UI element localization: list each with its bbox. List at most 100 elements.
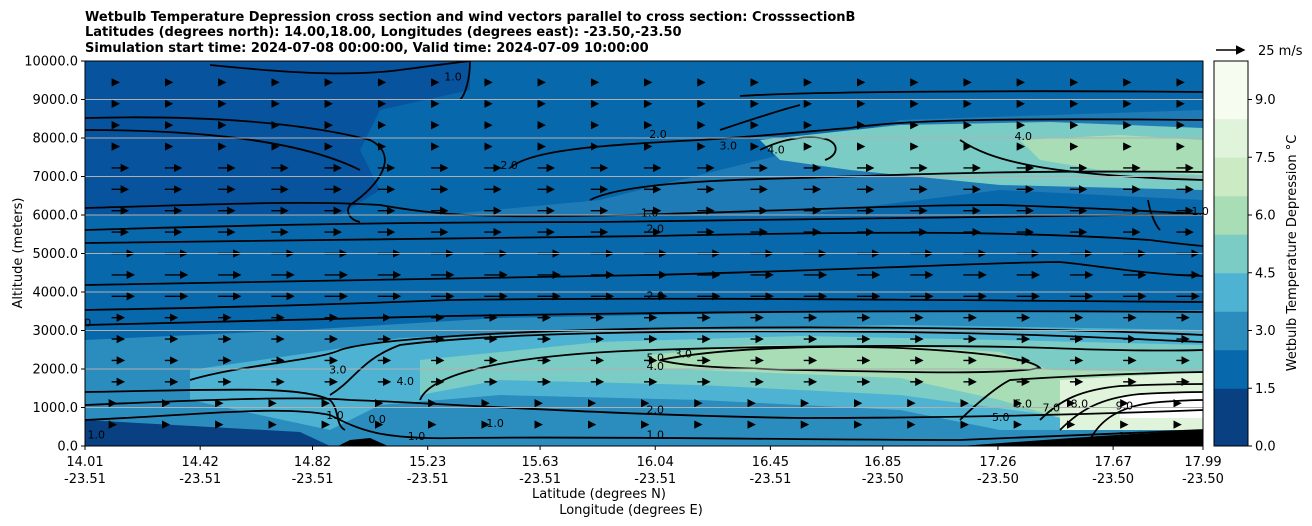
- contour-label: 9.0: [1116, 399, 1134, 412]
- y-tick-label: 3000.0: [33, 324, 79, 339]
- black-surface-feature: [338, 438, 388, 446]
- contour-label: 0: [84, 317, 91, 330]
- contour-label: 2.0: [646, 289, 664, 302]
- colorbar-segment: [1214, 61, 1248, 81]
- colorbar-segment: [1214, 138, 1248, 158]
- colorbar-segment: [1214, 311, 1248, 331]
- y-tick-label: 10000.0: [24, 55, 78, 70]
- contour-label: 2.0: [649, 128, 667, 141]
- contour-label: 0.0: [368, 413, 386, 426]
- colorbar-segment: [1214, 157, 1248, 177]
- contour-label: 3.0: [720, 140, 738, 153]
- x-tick-label-lon: -23.51: [179, 472, 221, 487]
- contour-line: [459, 61, 471, 101]
- x-tick-label-lon: -23.51: [749, 472, 791, 487]
- x-tick-label-lat: 14.01: [66, 455, 103, 470]
- x-tick-label-lat: 16.85: [864, 455, 901, 470]
- contour-label: 1.0: [641, 207, 659, 220]
- colorbar-segment: [1214, 388, 1248, 408]
- colorbar-tick-label: 4.5: [1255, 266, 1276, 281]
- chart-title-line-2: Latitudes (degrees north): 14.00,18.00, …: [85, 25, 682, 40]
- contour-label: 2.0: [500, 159, 518, 172]
- y-tick-label: 4000.0: [33, 286, 79, 301]
- contour-line: [329, 330, 1203, 396]
- contour-line: [1089, 399, 1203, 441]
- colorbar-segment: [1214, 99, 1248, 120]
- y-tick-label: 0.0: [57, 440, 78, 455]
- contour-label: 5.0: [646, 351, 664, 364]
- colorbar-segment: [1214, 330, 1248, 351]
- contour-label: 5.0: [992, 411, 1010, 424]
- contour-label: 4.0: [646, 360, 664, 373]
- y-tick-label: 7000.0: [33, 170, 79, 185]
- contour-label: 1.0: [646, 428, 664, 441]
- quiver-key: 25 m/s: [1216, 44, 1303, 59]
- x-tick-label-lon: -23.50: [1092, 472, 1134, 487]
- contour-label: 1.0: [1191, 205, 1209, 218]
- contour-line: [1059, 391, 1203, 431]
- contour-label: 4.0: [1014, 130, 1032, 143]
- colorbar-segment: [1214, 253, 1248, 274]
- colorbar-segment: [1214, 369, 1248, 389]
- contour-line: [85, 310, 1203, 326]
- contour-label: 1.0: [444, 70, 462, 83]
- x-tick-label-lat: 14.42: [182, 455, 219, 470]
- x-axis-label: Latitude (degrees N): [532, 487, 666, 502]
- contour-line: [739, 90, 1203, 97]
- y-tick-label: 8000.0: [33, 132, 79, 147]
- contour-label: 1.0: [326, 409, 344, 422]
- contour-label: 8.0: [1071, 398, 1089, 411]
- contour-label: 1.0: [87, 428, 105, 441]
- contour-label: 2.0: [646, 223, 664, 236]
- quiver-key-label: 25 m/s: [1258, 44, 1303, 59]
- contour-labels: 1.00.01.01.01.03.04.02.01.05.04.03.02.01…: [84, 70, 1209, 443]
- y-axis-ticks: 0.0 1000.0 2000.0 3000.0 4000.0 5000.0 6000.0 7…: [24, 55, 85, 455]
- colorbar-segment: [1214, 195, 1248, 216]
- colorbar-tick-label: 6.0: [1255, 209, 1276, 224]
- contour-line: [209, 61, 471, 75]
- contour-line: [719, 104, 801, 131]
- x-tick-label-lat: 17.67: [1095, 455, 1132, 470]
- x-tick-label-lon: -23.50: [1182, 472, 1224, 487]
- contour-line: [85, 116, 386, 223]
- y-tick-label: 9000.0: [33, 93, 79, 108]
- contour-line: [85, 297, 1203, 311]
- colorbar-segment: [1214, 215, 1248, 235]
- contour-line: [85, 201, 1203, 218]
- contour-label: 3.0: [675, 347, 693, 360]
- surface-dark-band: [85, 420, 330, 446]
- plot-area: [85, 61, 1203, 446]
- contour-line: [85, 231, 1203, 247]
- colorbar-segment: [1214, 407, 1248, 428]
- x-tick-label-lat: 17.99: [1184, 455, 1221, 470]
- colorbar-segment: [1214, 118, 1248, 139]
- x-tick-label-lon: -23.51: [64, 472, 106, 487]
- contour-line: [959, 371, 1203, 421]
- colorbar-segment: [1214, 349, 1248, 370]
- chart-title-line-1: Wetbulb Temperature Depression cross sec…: [85, 10, 855, 25]
- y-tick-label: 5000.0: [33, 247, 79, 262]
- contour-label: 2.0: [646, 403, 664, 416]
- colorbar-tick-label: 0.0: [1255, 440, 1276, 455]
- contour-label: 4.0: [396, 375, 414, 388]
- x-tick-label-lat: 16.04: [637, 455, 674, 470]
- colorbar-tick-label: 7.5: [1255, 151, 1276, 166]
- x-tick-label-lon: -23.50: [862, 472, 904, 487]
- colorbar-segment: [1214, 426, 1248, 447]
- colorbar-tick-label: 1.5: [1255, 382, 1276, 397]
- contour-label: 5.0: [1014, 398, 1032, 411]
- x-tick-label-lat: 15.63: [521, 455, 558, 470]
- y-tick-label: 2000.0: [33, 363, 79, 378]
- contour-line: [85, 261, 1203, 286]
- black-surface-feature-right: [960, 430, 1203, 446]
- upper-right-green-region: [1020, 135, 1203, 175]
- contour-line: [85, 129, 361, 171]
- y-tick-label: 1000.0: [33, 401, 79, 416]
- contour-line: [85, 388, 346, 431]
- y-axis-label: Altitude (meters): [11, 198, 26, 309]
- contour-label: 3.0: [329, 364, 347, 377]
- x-tick-label-lat: 16.45: [752, 455, 789, 470]
- colorbar-label: Wetbulb Temperature Depression °C: [1285, 135, 1300, 372]
- x-tick-label-lon: -23.50: [977, 472, 1019, 487]
